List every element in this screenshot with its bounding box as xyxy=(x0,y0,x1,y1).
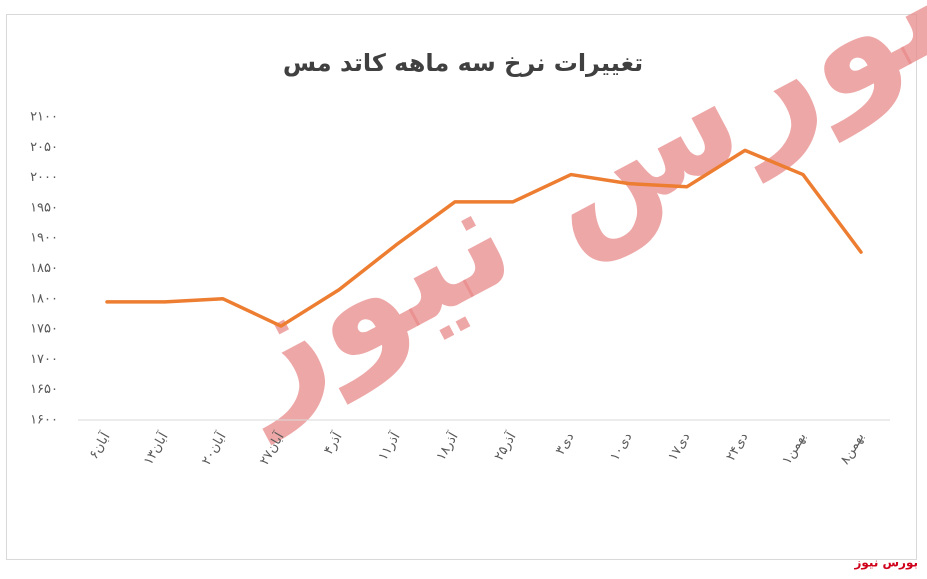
line-series xyxy=(105,148,863,328)
chart-frame xyxy=(6,14,917,560)
y-tick-label: ۱۷۰۰ xyxy=(30,352,58,367)
y-tick-label: ۱۹۵۰ xyxy=(30,200,58,215)
y-tick-label: ۱۶۵۰ xyxy=(30,382,58,397)
y-tick-label: ۲۰۵۰ xyxy=(30,140,58,155)
y-tick-label: ۱۹۰۰ xyxy=(30,231,58,246)
chart-title: تغییرات نرخ سه ماهه کاتد مس xyxy=(283,49,643,77)
y-tick-label: ۱۶۰۰ xyxy=(30,413,58,428)
y-tick-label: ۲۱۰۰ xyxy=(30,110,58,125)
y-tick-label: ۱۷۵۰ xyxy=(30,322,58,337)
y-tick-label: ۲۰۰۰ xyxy=(30,170,58,185)
y-tick-label: ۱۸۰۰ xyxy=(30,291,58,306)
source: بورس نیوز xyxy=(853,556,918,571)
y-tick-label: ۱۸۵۰ xyxy=(30,261,58,276)
